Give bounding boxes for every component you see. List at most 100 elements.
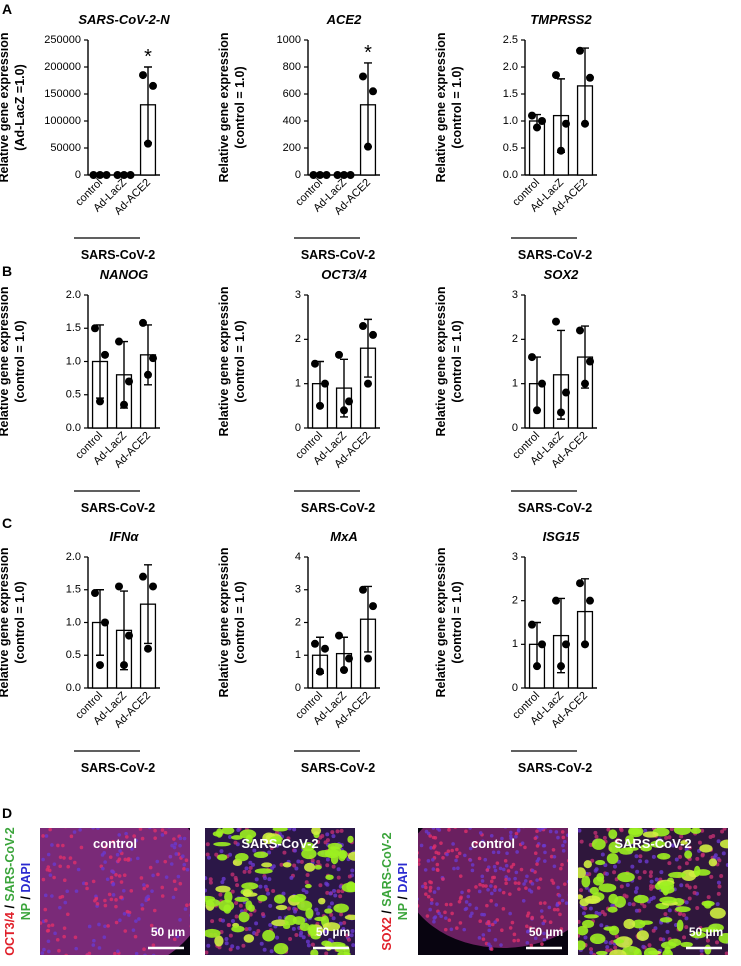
- y-tick-label: 0: [512, 422, 518, 434]
- data-point: [96, 397, 104, 405]
- infected-cell: [659, 881, 674, 890]
- infected-cell: [241, 882, 258, 889]
- y-axis-label: Relative gene expression: [217, 547, 231, 697]
- y-tick-label: 3: [295, 584, 301, 596]
- nucleus: [678, 912, 682, 916]
- data-point: [528, 112, 536, 120]
- nucleus: [62, 935, 66, 939]
- nucleus: [206, 944, 210, 948]
- nucleus: [306, 940, 310, 944]
- nucleus: [427, 859, 431, 863]
- nucleus: [553, 821, 557, 825]
- nucleus: [22, 943, 26, 947]
- nucleus: [91, 800, 95, 804]
- nucleus: [236, 828, 240, 832]
- y-tick-label: 2: [295, 616, 301, 628]
- group-label: SARS-CoV-2: [518, 761, 592, 775]
- nucleus: [580, 840, 584, 844]
- infected-cell: [346, 881, 355, 892]
- nucleus: [140, 903, 144, 907]
- nucleus: [200, 889, 204, 893]
- nucleus: [553, 855, 557, 859]
- nucleus: [513, 933, 517, 937]
- nucleus: [0, 874, 1, 878]
- nucleus: [145, 896, 149, 900]
- nucleus: [437, 887, 441, 891]
- nucleus: [485, 904, 489, 908]
- nucleus: [486, 888, 490, 892]
- nucleus: [497, 850, 501, 854]
- nucleus: [337, 876, 341, 880]
- y-tick-label: 0.0: [66, 682, 81, 694]
- nucleus: [302, 888, 306, 892]
- nucleus: [439, 841, 443, 845]
- nucleus: [132, 806, 136, 810]
- nucleus: [577, 829, 581, 833]
- infected-cell: [614, 896, 626, 908]
- nucleus: [444, 928, 448, 932]
- nucleus: [429, 886, 433, 890]
- infected-cell: [273, 827, 288, 832]
- nucleus: [267, 877, 271, 881]
- nucleus: [481, 879, 485, 883]
- infected-cell: [305, 908, 313, 919]
- data-point: [581, 640, 589, 648]
- nucleus: [294, 933, 298, 937]
- nucleus: [116, 853, 120, 857]
- data-point: [359, 72, 367, 80]
- nucleus: [670, 827, 674, 831]
- nucleus: [567, 859, 571, 863]
- infected-cell: [634, 895, 649, 903]
- nucleus: [299, 931, 303, 935]
- group-label: SARS-CoV-2: [301, 761, 375, 775]
- nucleus: [41, 834, 45, 838]
- nucleus: [578, 822, 582, 826]
- nucleus: [73, 830, 77, 834]
- nucleus: [50, 812, 54, 816]
- nucleus: [17, 825, 21, 829]
- nucleus: [239, 904, 243, 908]
- data-point: [144, 371, 152, 379]
- y-tick-label: 1.5: [66, 322, 81, 334]
- nucleus: [509, 831, 513, 835]
- nucleus: [695, 906, 699, 910]
- stain-part: /: [380, 907, 394, 917]
- nucleus: [408, 856, 412, 860]
- nucleus: [288, 937, 292, 941]
- nucleus: [218, 893, 222, 897]
- nucleus: [489, 899, 493, 903]
- nucleus: [91, 943, 95, 947]
- nucleus: [543, 851, 547, 855]
- infected-cell: [283, 862, 292, 867]
- nucleus: [567, 822, 571, 826]
- nucleus: [458, 900, 462, 904]
- nucleus: [459, 897, 463, 901]
- nucleus: [688, 896, 692, 900]
- nucleus: [447, 825, 451, 829]
- data-point: [139, 71, 147, 79]
- nucleus: [717, 885, 721, 889]
- y-tick-label: 0.0: [66, 422, 81, 434]
- nucleus: [628, 902, 632, 906]
- nucleus: [502, 907, 506, 911]
- stain-part: SOX2: [380, 917, 394, 950]
- nucleus: [169, 855, 173, 859]
- nucleus: [53, 932, 57, 936]
- nucleus: [282, 851, 286, 855]
- nucleus: [499, 867, 503, 871]
- nucleus: [324, 840, 328, 844]
- chart-title: IFNα: [109, 529, 139, 544]
- nucleus: [638, 876, 642, 880]
- nucleus: [330, 901, 334, 905]
- data-point: [533, 662, 541, 670]
- data-point: [557, 662, 565, 670]
- nucleus: [642, 904, 646, 908]
- data-point: [557, 408, 565, 416]
- nucleus: [350, 929, 354, 933]
- nucleus: [30, 922, 34, 926]
- stain-label: SOX2 / SARS-CoV-2: [380, 832, 394, 950]
- nucleus: [255, 932, 259, 936]
- infected-cell: [235, 853, 249, 861]
- nucleus: [155, 860, 159, 864]
